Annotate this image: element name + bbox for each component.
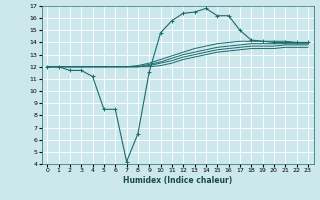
X-axis label: Humidex (Indice chaleur): Humidex (Indice chaleur) [123,176,232,185]
